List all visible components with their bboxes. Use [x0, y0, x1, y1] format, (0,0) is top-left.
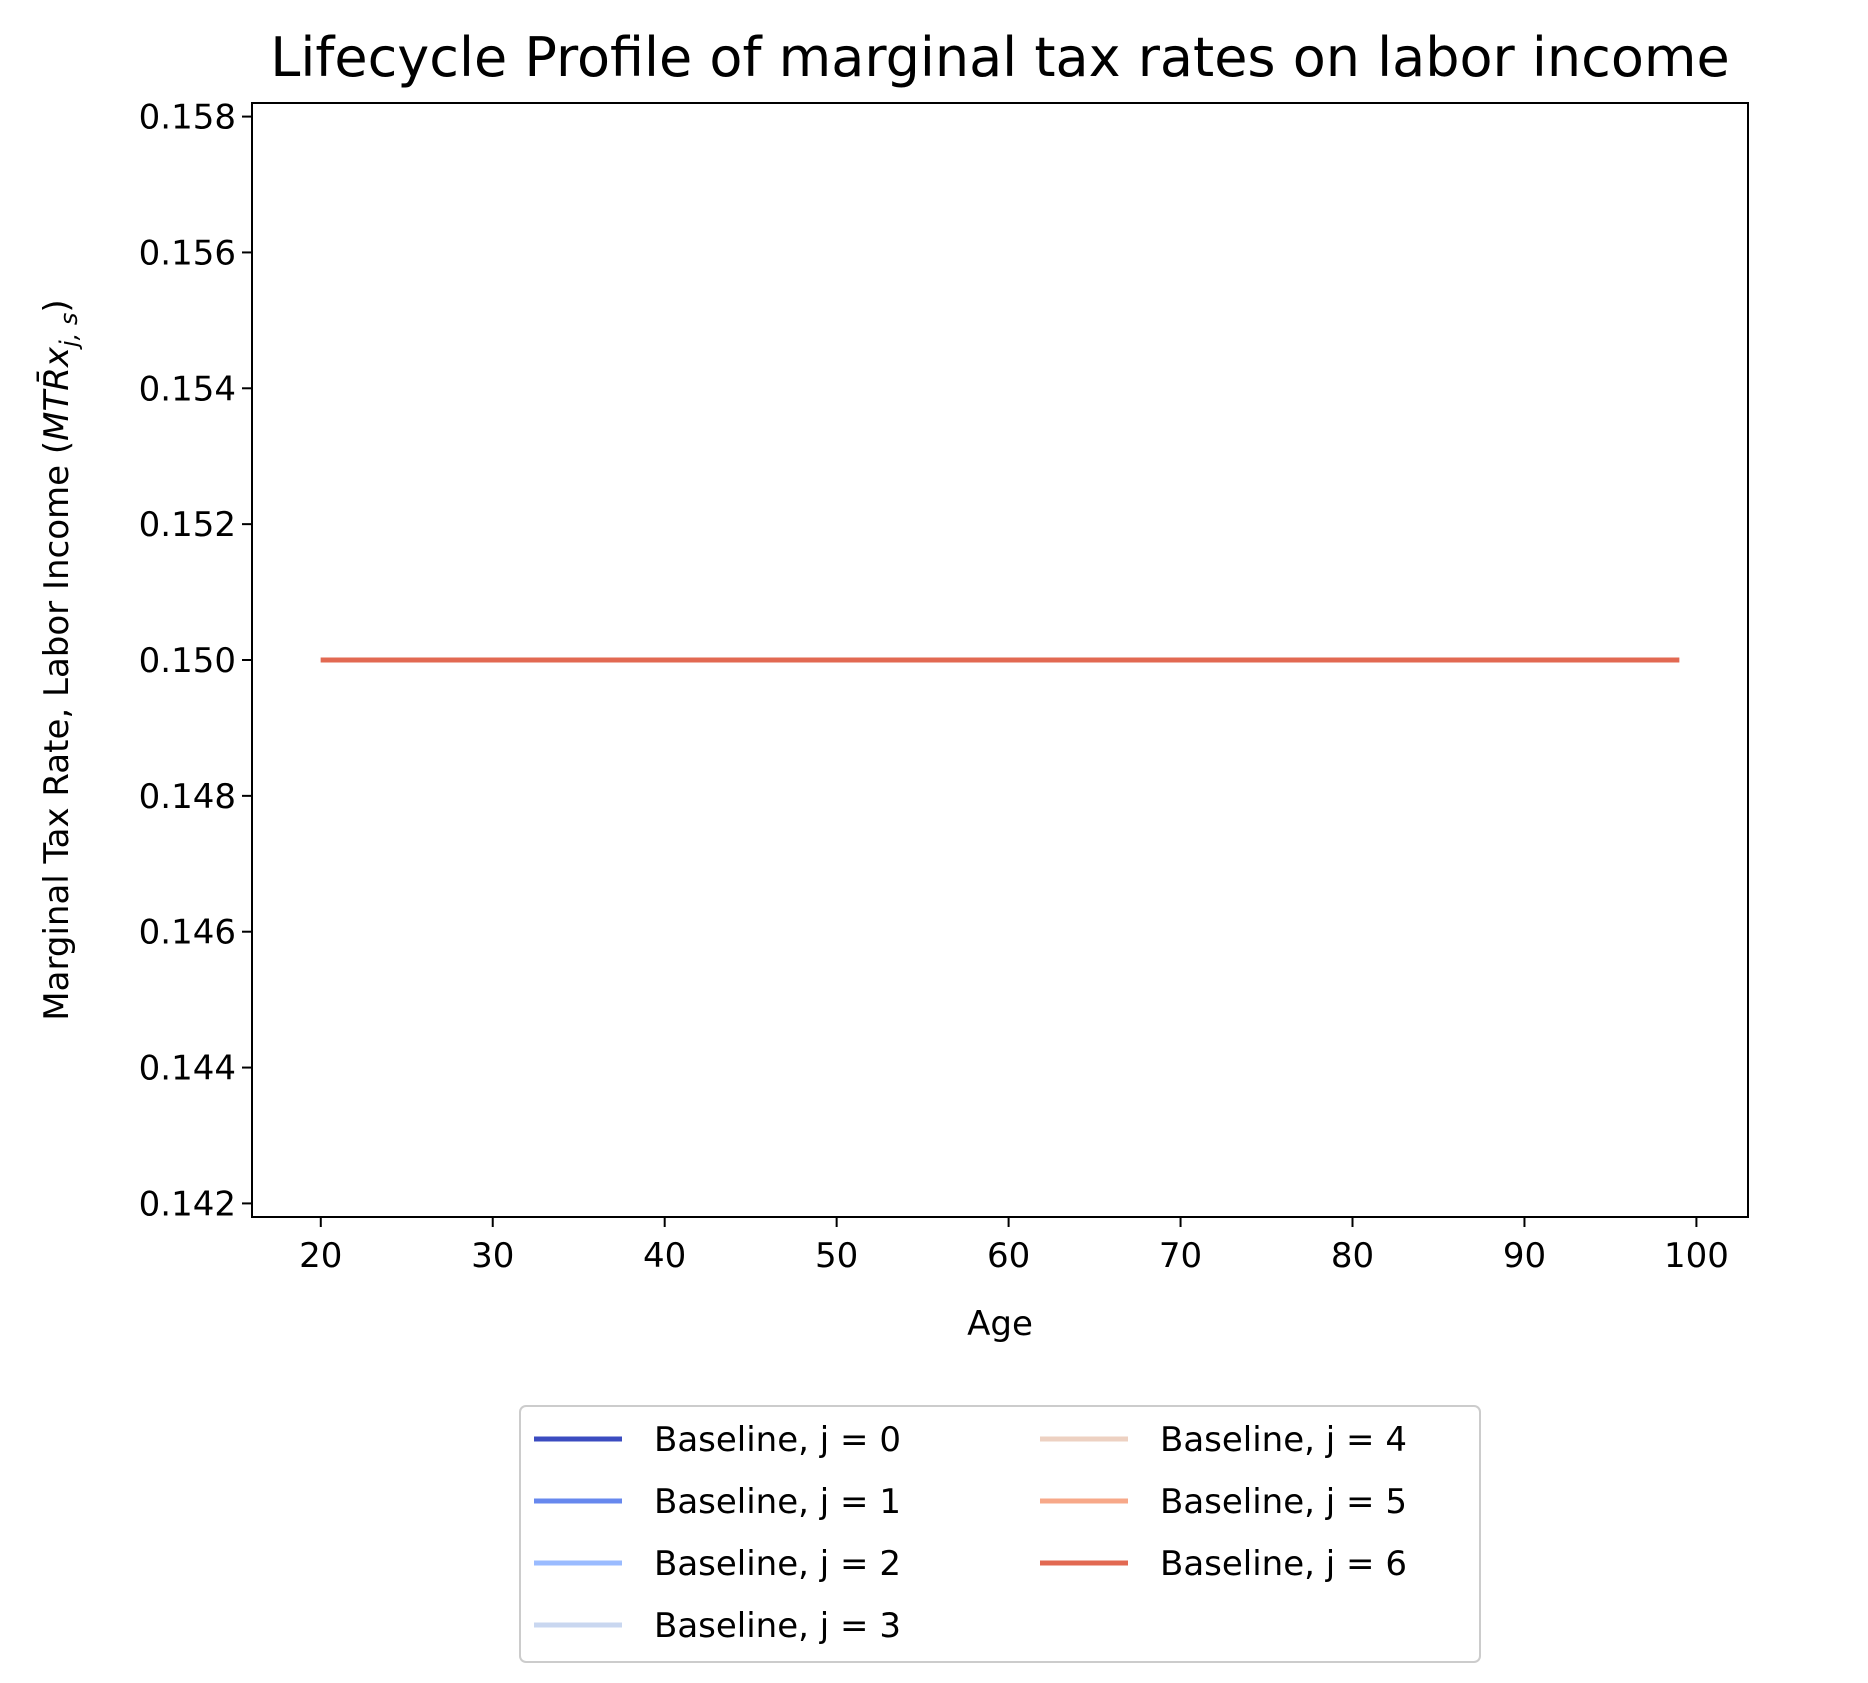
- y-axis-label-subscript: j, s: [55, 313, 83, 350]
- y-tick-label: 0.148: [139, 777, 236, 817]
- x-tick-label: 60: [987, 1236, 1030, 1276]
- y-axis-label: Marginal Tax Rate, Labor Income (MTR̄xj,…: [36, 299, 83, 1020]
- y-tick-label: 0.142: [139, 1184, 236, 1224]
- x-axis-ticks: 20 30 40 50 60 70 80 90 100: [299, 1217, 1729, 1276]
- x-tick-label: 20: [299, 1236, 342, 1276]
- y-tick-label: 0.154: [139, 369, 236, 409]
- legend-label-j0: Baseline, j = 0: [654, 1420, 901, 1460]
- legend-label-j1: Baseline, j = 1: [654, 1482, 901, 1522]
- legend-label-j2: Baseline, j = 2: [654, 1544, 901, 1584]
- legend-label-j4: Baseline, j = 4: [1160, 1420, 1407, 1460]
- legend-frame: [519, 1405, 1481, 1663]
- y-axis-label-math: MTR̄x: [36, 346, 77, 441]
- x-axis-label: Age: [967, 1304, 1033, 1344]
- y-tick-label: 0.144: [139, 1049, 236, 1089]
- y-axis-label-text: Marginal Tax Rate, Labor Income (: [37, 441, 77, 1021]
- y-axis-ticks: 0.142 0.144 0.146 0.148 0.150 0.152 0.154 0.156…: [139, 98, 252, 1224]
- y-tick-label: 0.150: [139, 641, 236, 681]
- legend-label-j5: Baseline, j = 5: [1160, 1482, 1407, 1522]
- x-tick-label: 30: [471, 1236, 514, 1276]
- x-tick-label: 100: [1664, 1236, 1729, 1276]
- y-tick-label: 0.156: [139, 233, 236, 273]
- x-tick-label: 90: [1503, 1236, 1546, 1276]
- y-axis-label-close: ): [37, 299, 77, 312]
- x-tick-label: 40: [643, 1236, 686, 1276]
- legend: Baseline, j = 0 Baseline, j = 1 Baseline, …: [519, 1405, 1481, 1663]
- y-tick-label: 0.158: [139, 98, 236, 138]
- chart-title: Lifecycle Profile of marginal tax rates …: [270, 26, 1729, 89]
- legend-label-j3: Baseline, j = 3: [654, 1606, 901, 1646]
- x-tick-label: 50: [815, 1236, 858, 1276]
- legend-label-j6: Baseline, j = 6: [1160, 1544, 1407, 1584]
- y-tick-label: 0.146: [139, 913, 236, 953]
- x-tick-label: 70: [1159, 1236, 1202, 1276]
- y-tick-label: 0.152: [139, 505, 236, 545]
- x-tick-label: 80: [1331, 1236, 1374, 1276]
